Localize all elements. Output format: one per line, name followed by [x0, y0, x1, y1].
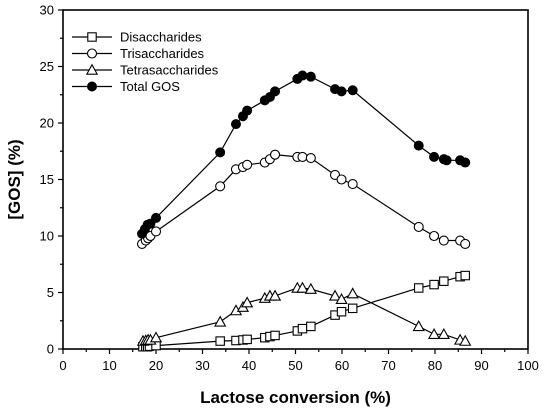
series-total-gos: [137, 70, 471, 239]
data-point: [230, 119, 241, 130]
x-tick-label: 0: [59, 358, 66, 373]
data-point: [242, 159, 253, 170]
legend-marker: [87, 32, 97, 42]
legend-marker: [87, 81, 97, 92]
data-point: [297, 323, 308, 334]
data-point: [215, 181, 226, 192]
legend-marker: [86, 48, 98, 59]
x-tick-label: 30: [195, 358, 209, 373]
data-point: [413, 140, 424, 151]
data-point: [269, 149, 281, 160]
x-tick-label: 90: [474, 358, 488, 373]
data-point: [437, 327, 450, 340]
data-point: [460, 157, 471, 168]
y-tick-label: 20: [40, 116, 54, 131]
data-point: [347, 178, 358, 190]
legend-label: Tetrasaccharides: [120, 63, 219, 78]
data-point: [429, 279, 439, 290]
data-point: [413, 283, 424, 293]
x-tick-label: 80: [428, 358, 442, 373]
x-tick-label: 10: [102, 358, 116, 373]
data-point: [297, 151, 308, 162]
data-point: [214, 315, 227, 327]
x-tick-label: 100: [517, 358, 539, 373]
data-point: [304, 282, 317, 294]
data-point: [296, 281, 309, 293]
data-point: [441, 155, 452, 166]
data-point: [242, 334, 252, 345]
data-point: [328, 289, 342, 301]
data-point: [268, 289, 282, 301]
y-tick-label: 10: [40, 229, 54, 244]
y-tick-label: 0: [47, 342, 54, 357]
data-point: [459, 334, 472, 346]
legend-label: Trisaccharides: [120, 46, 205, 61]
axes: 0 10 20 30 40 50 60 70 80 90 100 0 5 10 15 20 25 30: [40, 3, 539, 374]
x-axis-title: Lactose conversion (%): [200, 388, 391, 407]
data-point: [336, 306, 347, 317]
data-point: [241, 296, 254, 308]
legend-label: Disaccharides: [120, 30, 202, 45]
x-tick-label: 60: [335, 358, 349, 373]
y-tick-label: 15: [40, 172, 54, 187]
data-point: [336, 86, 347, 97]
legend-item: Trisaccharides: [72, 46, 205, 61]
y-axis-title: [GOS] (%): [5, 139, 24, 219]
data-point: [335, 292, 348, 304]
data-point: [306, 321, 316, 332]
data-point: [439, 276, 449, 286]
data-point: [347, 85, 358, 96]
series-disaccharides: [138, 270, 470, 352]
legend-marker: [85, 63, 99, 75]
y-tick-label: 5: [47, 285, 54, 300]
data-point: [438, 235, 449, 246]
legend-item: Tetrasaccharides: [72, 63, 219, 78]
x-tick-label: 40: [242, 358, 256, 373]
data-point: [149, 331, 163, 343]
data-point: [270, 86, 281, 97]
series-trisaccharides: [137, 149, 471, 249]
series-tetrasaccharides: [136, 281, 472, 346]
legend-item: Total GOS: [72, 79, 180, 94]
data-point: [151, 212, 161, 223]
data-point: [270, 330, 280, 341]
data-point: [150, 226, 162, 237]
data-point: [305, 152, 316, 164]
x-tick-label: 20: [149, 358, 163, 373]
data-point: [305, 71, 316, 82]
data-point: [242, 105, 253, 116]
data-point: [347, 303, 358, 314]
legend-item: Disaccharides: [72, 30, 202, 45]
data-point: [297, 70, 308, 81]
data-point: [215, 336, 225, 346]
data-point: [346, 287, 359, 299]
y-tick-label: 30: [40, 3, 54, 18]
data-point: [427, 327, 441, 340]
data-point: [429, 151, 440, 162]
data-point: [215, 147, 226, 158]
legend-label: Total GOS: [120, 79, 180, 94]
series-layer: [136, 70, 472, 352]
x-tick-label: 50: [288, 358, 302, 373]
data-point: [429, 230, 440, 242]
x-tick-label: 70: [381, 358, 395, 373]
data-point: [413, 221, 424, 233]
y-tick-label: 25: [40, 59, 54, 74]
data-point: [460, 270, 470, 281]
data-point: [336, 174, 347, 185]
data-point: [460, 238, 471, 249]
data-point: [412, 320, 425, 332]
